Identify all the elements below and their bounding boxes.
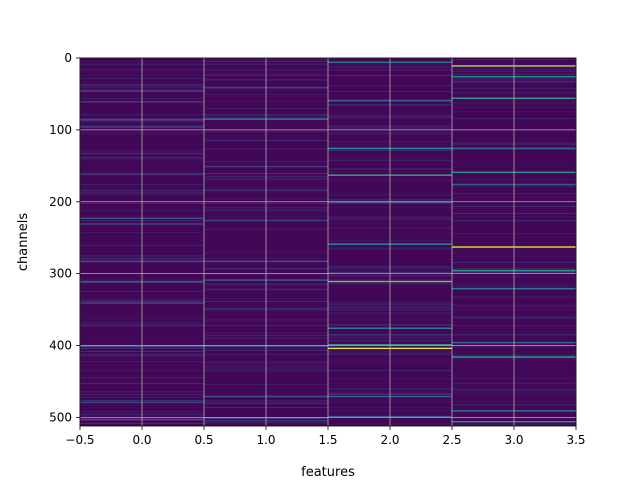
x-tick-label: 0.0: [132, 433, 151, 447]
x-tick-label: 3.5: [566, 433, 585, 447]
x-tick-label: 2.0: [380, 433, 399, 447]
y-axis-label: channels: [16, 213, 31, 271]
y-tick-label: 200: [49, 195, 72, 209]
y-tick-label: 500: [49, 410, 72, 424]
x-tick-label: 2.5: [442, 433, 461, 447]
x-axis: −0.5 0.0 0.5 1.0 1.5 2.0 2.5 3.0 3.5: [65, 426, 586, 447]
plot-area: [79, 57, 577, 427]
x-axis-label: features: [301, 465, 355, 480]
y-tick-label: 400: [49, 339, 72, 353]
y-tick-label: 300: [49, 267, 72, 281]
x-tick-label: 0.5: [194, 433, 213, 447]
x-tick-label: 3.0: [504, 433, 523, 447]
x-tick-label: −0.5: [65, 433, 94, 447]
x-tick-label: 1.0: [256, 433, 275, 447]
grid-lines: [79, 57, 577, 426]
x-tick-label: 1.5: [318, 433, 337, 447]
y-tick-label: 0: [64, 51, 72, 65]
y-axis: 0 100 200 300 400 500: [49, 51, 80, 424]
y-tick-label: 100: [49, 123, 72, 137]
